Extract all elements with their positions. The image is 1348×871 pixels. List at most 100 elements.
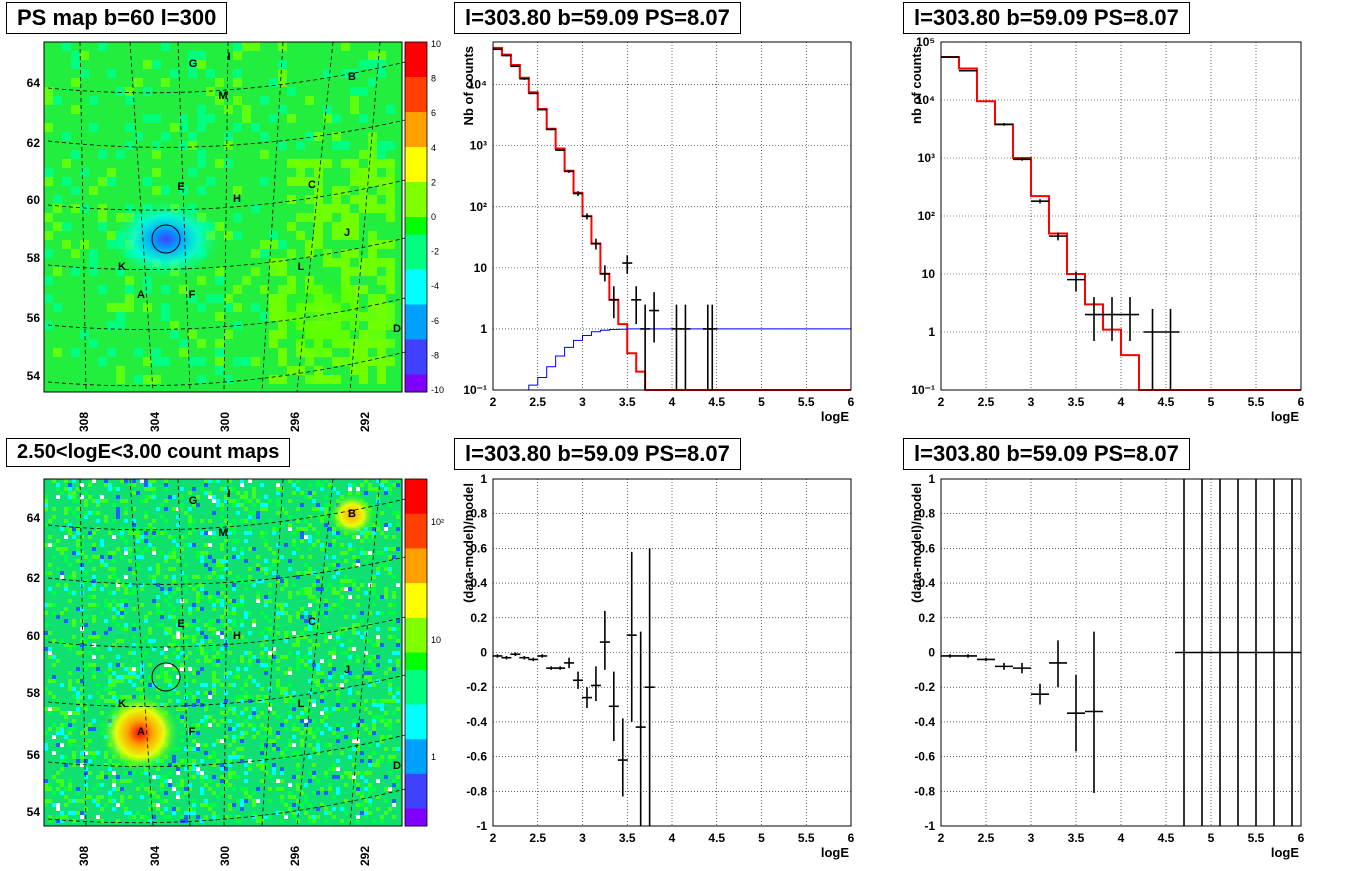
x-tick-label: 5.5: [798, 395, 815, 409]
map-y-tick: 62: [27, 571, 41, 585]
data-point: [631, 286, 642, 325]
y-tick-label: -0.2: [466, 680, 487, 694]
data-point: [1211, 479, 1229, 826]
palette-tick: -2: [431, 247, 439, 257]
palette-tick: 10: [431, 635, 441, 645]
x-tick-label: 3.5: [1068, 831, 1085, 845]
x-tick-label: 5: [1208, 831, 1215, 845]
y-tick-label: 1: [480, 472, 487, 486]
data-point: [1049, 640, 1067, 688]
source-label-g: G: [189, 58, 198, 70]
grid: [493, 42, 851, 390]
y-tick-label: 10: [474, 261, 488, 275]
y-tick-label: 10²: [918, 209, 935, 223]
chart-res2: 2 2.5 3 3.5 4 4.5 5 5.5 6 1 0.8 0.6 0.4 0.2 0 -0.2 -0.4 -…: [909, 472, 1305, 860]
map-y-tick: 58: [27, 251, 41, 265]
y-tick-label: 0.6: [918, 541, 935, 555]
data-points: [492, 48, 718, 390]
x-tick-label: 6: [848, 395, 855, 409]
data-point: [680, 304, 691, 390]
source-label-k: K: [118, 698, 126, 710]
data-point: [1031, 683, 1049, 705]
data-point: [564, 170, 575, 173]
y-tick-label: -0.6: [914, 750, 935, 764]
data-point: [492, 654, 503, 658]
data-point: [1283, 479, 1301, 826]
y-tick-label: -0.8: [466, 784, 487, 798]
data-point: [1265, 479, 1283, 826]
source-label-k: K: [118, 261, 126, 273]
x-tick-label: 2.5: [978, 831, 995, 845]
x-tick-label: 4: [1118, 831, 1125, 845]
spectrum-left-title: l=303.80 b=59.09 PS=8.07: [454, 2, 741, 34]
data-point: [959, 69, 977, 72]
y-tick-label: 0.2: [918, 611, 935, 625]
data-point: [1175, 479, 1193, 826]
residual-right-title: l=303.80 b=59.09 PS=8.07: [903, 438, 1190, 470]
y-tick-label: 10⁵: [916, 35, 935, 49]
data-point: [519, 77, 530, 80]
y-tick-label: 0: [928, 646, 935, 660]
y-axis-label: (data-model)/model: [461, 483, 476, 603]
y-tick-label: 10⁻¹: [911, 383, 935, 397]
data-point: [581, 213, 592, 220]
data-point: [573, 671, 584, 689]
data-point: [581, 687, 592, 709]
data-point: [617, 718, 628, 797]
grid: [493, 479, 851, 826]
data-points: [941, 479, 1301, 826]
data-point: [941, 56, 959, 58]
x-tick-label: 2: [938, 831, 945, 845]
palette-tick: -10: [431, 385, 444, 395]
y-tick-label: 0.4: [918, 576, 935, 590]
data-point: [1121, 297, 1139, 341]
data-point: [1229, 479, 1247, 826]
y-tick-label: 0.6: [470, 541, 487, 555]
data-point: [528, 92, 539, 95]
x-tick-label: 4.5: [708, 831, 725, 845]
y-tick-label: -1: [924, 819, 935, 833]
data-point: [510, 652, 521, 656]
y-tick-label: 1: [928, 325, 935, 339]
x-axis-label: logE: [1271, 409, 1299, 424]
map-x-tick: 308: [77, 846, 91, 866]
palette-tick: 0: [431, 212, 436, 222]
data-point: [622, 255, 633, 274]
source-label-e: E: [177, 618, 184, 630]
chart-res1: 2 2.5 3 3.5 4 4.5 5 5.5 6 1 0.8 0.6 0.4 0.2 0 -0.2 -0.4 -…: [461, 472, 855, 860]
palette-tick: 6: [431, 108, 436, 118]
data-point: [555, 149, 566, 152]
x-tick-label: 4: [669, 395, 676, 409]
y-tick-label: 10: [922, 267, 936, 281]
data-points: [492, 548, 655, 826]
palette-tick: 10: [431, 39, 441, 49]
data-point: [702, 304, 713, 390]
x-axis-label: logE: [821, 845, 849, 860]
x-tick-label: 3: [579, 831, 586, 845]
source-label-m: M: [218, 90, 227, 102]
x-axis-label: logE: [1271, 845, 1299, 860]
data-point: [1067, 271, 1085, 292]
x-tick-label: 5: [758, 831, 765, 845]
y-tick-label: -0.4: [914, 715, 935, 729]
spectrum-right-title: l=303.80 b=59.09 PS=8.07: [903, 2, 1190, 34]
data-point: [590, 666, 601, 702]
y-tick-label: 10³: [918, 151, 935, 165]
data-point: [995, 662, 1013, 670]
plot-frame: [940, 478, 1302, 827]
data-point: [528, 657, 539, 662]
palette-tick: 1: [431, 752, 436, 762]
ps-map-title: PS map b=60 l=300: [6, 2, 228, 34]
source-label-b: B: [348, 71, 356, 83]
ps-deficit-region: [111, 199, 221, 279]
data-point: [599, 610, 610, 670]
data-point: [519, 655, 530, 660]
map-y-tick: 64: [27, 76, 41, 90]
model-line-secondary: [493, 328, 851, 391]
x-tick-label: 3: [1028, 831, 1035, 845]
data-point: [546, 128, 557, 131]
x-tick-label: 4: [1118, 395, 1125, 409]
source-label-h: H: [233, 630, 241, 642]
source-label-a: A: [137, 726, 145, 738]
y-tick-label: -0.8: [914, 784, 935, 798]
